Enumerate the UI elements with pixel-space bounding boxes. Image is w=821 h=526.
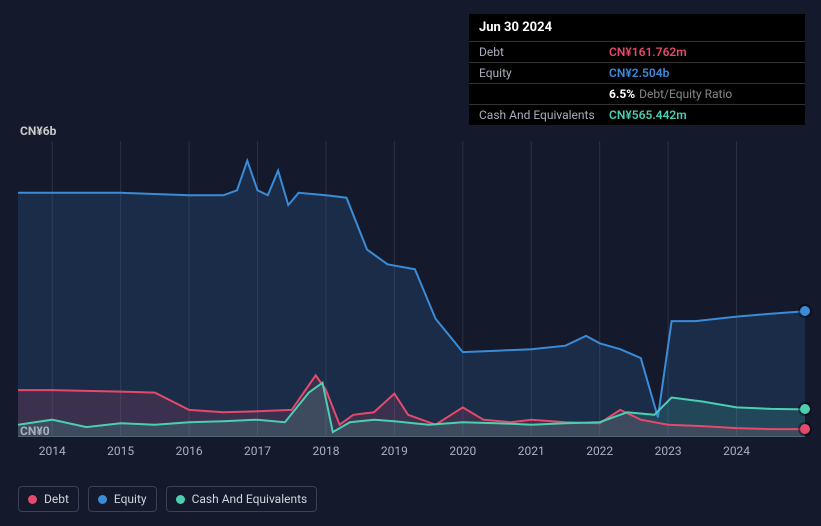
- x-tick-2016: 2016: [176, 444, 203, 458]
- tooltip-row-debt: Debt CN¥161.762m: [469, 41, 805, 62]
- tooltip-row-ratio: 6.5% Debt/Equity Ratio: [469, 83, 805, 104]
- cash-end-dot: [800, 404, 810, 414]
- x-tick-2022: 2022: [586, 444, 613, 458]
- tooltip-row-equity: Equity CN¥2.504b: [469, 62, 805, 83]
- tooltip-cash-value: CN¥565.442m: [609, 108, 687, 122]
- debt-end-dot: [800, 424, 810, 434]
- x-tick-2017: 2017: [244, 444, 271, 458]
- legend-dot-debt: [28, 495, 37, 504]
- tooltip-cash-label: Cash And Equivalents: [479, 108, 609, 122]
- tooltip-equity-value: CN¥2.504b: [609, 66, 669, 80]
- tooltip-equity-label: Equity: [479, 66, 609, 80]
- x-tick-2015: 2015: [107, 444, 134, 458]
- x-tick-2019: 2019: [381, 444, 408, 458]
- legend-item-equity[interactable]: Equity: [88, 486, 157, 512]
- legend-label-cash: Cash And Equivalents: [192, 492, 308, 506]
- legend-item-cash[interactable]: Cash And Equivalents: [166, 486, 318, 512]
- tooltip-debt-label: Debt: [479, 45, 609, 59]
- legend-label-debt: Debt: [44, 492, 69, 506]
- legend: Debt Equity Cash And Equivalents: [18, 486, 317, 512]
- chart-svg: [18, 141, 805, 437]
- tooltip-debt-value: CN¥161.762m: [609, 45, 687, 59]
- x-axis-ticks: 2014 2015 2016 2017 2018 2019 2020 2021 2022 2023…: [18, 444, 805, 462]
- tooltip-ratio-spacer: [479, 87, 609, 101]
- tooltip-ratio: 6.5% Debt/Equity Ratio: [609, 87, 732, 101]
- legend-label-equity: Equity: [114, 492, 147, 506]
- tooltip-date: Jun 30 2024: [469, 14, 805, 41]
- legend-dot-equity: [98, 495, 107, 504]
- x-tick-2021: 2021: [518, 444, 545, 458]
- chart-plot-area[interactable]: [18, 141, 805, 437]
- tooltip-row-cash: Cash And Equivalents CN¥565.442m: [469, 104, 805, 125]
- x-tick-2018: 2018: [312, 444, 339, 458]
- legend-item-debt[interactable]: Debt: [18, 486, 79, 512]
- tooltip-ratio-value: 6.5%: [609, 87, 635, 101]
- x-tick-2014: 2014: [39, 444, 66, 458]
- tooltip-ratio-label: Debt/Equity Ratio: [639, 87, 732, 101]
- x-tick-2023: 2023: [655, 444, 682, 458]
- x-tick-2024: 2024: [723, 444, 750, 458]
- equity-end-dot: [800, 306, 810, 316]
- legend-dot-cash: [176, 495, 185, 504]
- y-axis-top-label: CN¥6b: [20, 124, 56, 138]
- x-tick-2020: 2020: [449, 444, 476, 458]
- chart-tooltip: Jun 30 2024 Debt CN¥161.762m Equity CN¥2…: [469, 14, 805, 125]
